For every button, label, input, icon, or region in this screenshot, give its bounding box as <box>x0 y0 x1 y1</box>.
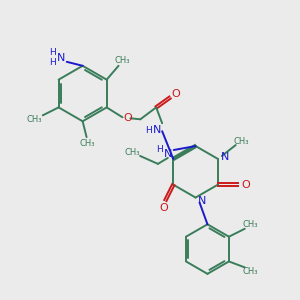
Text: H: H <box>145 126 152 135</box>
Text: CH₃: CH₃ <box>26 115 42 124</box>
Text: CH₃: CH₃ <box>243 267 259 276</box>
Text: N: N <box>153 125 161 135</box>
Text: CH₃: CH₃ <box>115 56 130 65</box>
Text: N: N <box>220 152 229 162</box>
Text: H: H <box>50 58 56 67</box>
Text: CH₃: CH₃ <box>234 136 249 146</box>
Text: O: O <box>159 203 168 214</box>
Text: O: O <box>123 113 132 123</box>
Text: CH₃: CH₃ <box>124 148 140 158</box>
Text: H: H <box>50 48 56 57</box>
Text: CH₃: CH₃ <box>243 220 259 229</box>
Text: CH₃: CH₃ <box>80 139 95 148</box>
Text: H: H <box>157 145 163 154</box>
Text: O: O <box>172 88 180 98</box>
Text: N: N <box>198 196 207 206</box>
Text: O: O <box>241 180 250 190</box>
Text: N: N <box>164 149 172 159</box>
Text: N: N <box>57 53 65 63</box>
